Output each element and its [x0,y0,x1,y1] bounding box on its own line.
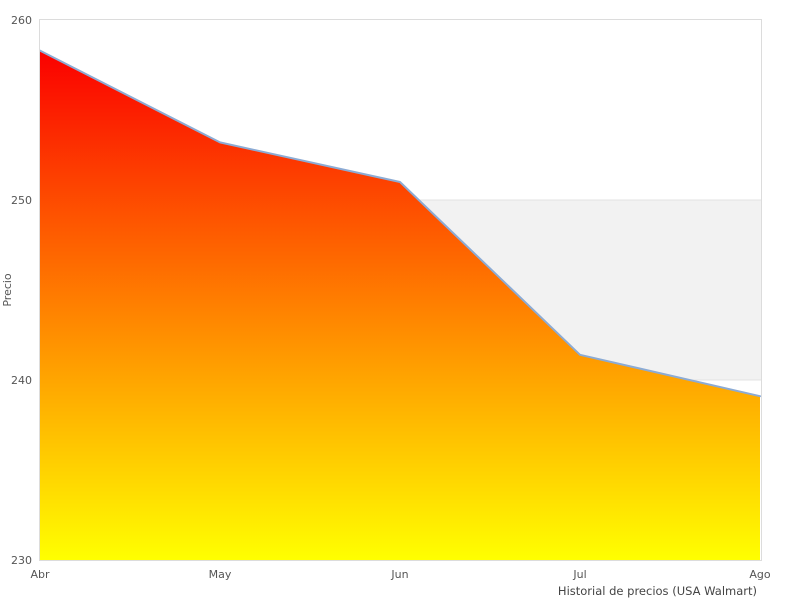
x-tick-label: Ago [749,568,771,581]
x-tick-label: Jul [572,568,586,581]
x-tick-label: Abr [30,568,50,581]
y-tick-label: 240 [11,374,32,387]
y-axis-title: Precio [1,273,14,307]
y-axis-tick-labels: 260 250 240 230 [11,14,32,567]
plot-border [39,19,762,561]
price-line [39,49,761,398]
price-area [40,50,760,560]
y-tick-label: 250 [11,194,32,207]
x-tick-label: May [209,568,232,581]
x-tick-label: Jun [390,568,408,581]
x-axis-tick-labels: Abr May Jun Jul Ago [30,568,770,581]
chart-caption: Historial de precios (USA Walmart) [558,584,757,598]
y-tick-label: 260 [11,14,32,27]
y-tick-label: 230 [11,554,32,567]
